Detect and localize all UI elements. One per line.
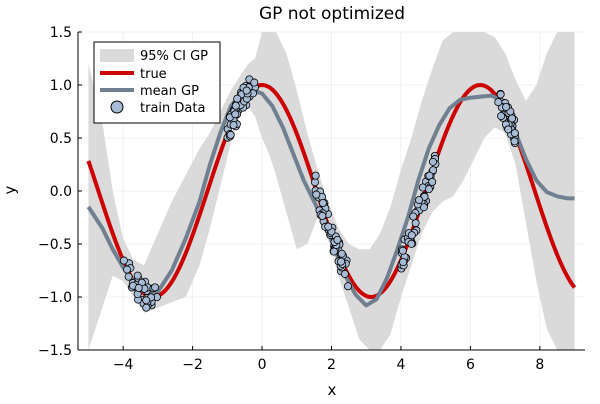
train-data-point xyxy=(231,101,240,110)
x-tick-label: 0 xyxy=(258,357,267,373)
train-data-point xyxy=(329,247,338,256)
train-data-point xyxy=(124,272,133,281)
train-data-point xyxy=(337,249,346,258)
axes: −4 −2 0 2 4 6 8 −1.5 −1.0 −0.5 0.0 0.5 1.0 1.5 xyxy=(38,25,585,373)
y-tick-label: 0.0 xyxy=(50,184,72,200)
legend-swatch-ci xyxy=(100,49,134,62)
legend-label-ci: 95% CI GP xyxy=(140,49,208,64)
x-tick-label: 4 xyxy=(396,357,405,373)
y-axis-label: y xyxy=(1,185,19,194)
train-data-point xyxy=(510,137,519,146)
train-data-point xyxy=(502,102,511,111)
y-tick-label: −1.5 xyxy=(38,343,72,359)
train-data-point xyxy=(508,114,517,123)
train-data-point xyxy=(226,130,235,139)
legend-label-train: train Data xyxy=(140,101,205,116)
train-data-point xyxy=(399,258,408,267)
train-data-point xyxy=(318,211,327,220)
y-tick-label: 1.0 xyxy=(50,78,72,94)
x-tick-label: −4 xyxy=(113,357,134,373)
train-data-point xyxy=(123,265,132,274)
x-tick-label: −2 xyxy=(182,357,203,373)
train-data-point xyxy=(229,121,238,130)
chart-title: GP not optimized xyxy=(259,4,405,24)
train-data-point xyxy=(411,219,420,228)
train-data-point xyxy=(142,303,151,312)
y-tick-label: 0.5 xyxy=(50,131,72,147)
train-data-point xyxy=(233,94,242,103)
train-data-point xyxy=(324,222,333,231)
train-data-point xyxy=(407,239,416,248)
train-data-point xyxy=(424,185,433,194)
train-data-point xyxy=(340,269,349,278)
train-data-point xyxy=(428,177,437,186)
train-data-points xyxy=(119,75,519,312)
legend-label-mean: mean GP xyxy=(140,84,199,99)
train-data-point xyxy=(344,282,353,291)
x-tick-label: 2 xyxy=(327,357,336,373)
x-axis-label: x xyxy=(328,381,337,399)
train-data-point xyxy=(415,195,424,204)
train-data-point xyxy=(119,256,128,265)
train-data-point xyxy=(250,78,259,87)
train-data-point xyxy=(398,246,407,255)
train-data-point xyxy=(494,98,503,107)
train-data-point xyxy=(337,257,346,266)
train-data-point xyxy=(407,231,416,240)
y-tick-label: −0.5 xyxy=(38,237,72,253)
train-data-point xyxy=(142,296,151,305)
legend-swatch-train xyxy=(110,100,124,114)
y-tick-label: 1.5 xyxy=(50,25,72,41)
train-data-point xyxy=(231,110,240,119)
legend-label-true: true xyxy=(140,67,167,82)
x-tick-label: 8 xyxy=(535,357,544,373)
x-tick-label: 6 xyxy=(466,357,475,373)
train-data-point xyxy=(510,129,519,138)
train-data-point xyxy=(151,283,160,292)
train-data-point xyxy=(312,190,321,199)
train-data-point xyxy=(497,112,506,121)
train-data-point xyxy=(333,235,342,244)
train-data-point xyxy=(428,157,437,166)
train-data-point xyxy=(311,171,320,180)
y-tick-label: −1.0 xyxy=(38,290,72,306)
train-data-point xyxy=(504,125,513,134)
train-data-point xyxy=(409,212,418,221)
train-data-point xyxy=(133,271,142,280)
train-data-point xyxy=(134,283,143,292)
train-data-point xyxy=(429,166,438,175)
legend: 95% CI GP true mean GP train Data xyxy=(93,41,221,124)
train-data-point xyxy=(318,198,327,207)
train-data-point xyxy=(242,86,251,95)
train-data-point xyxy=(496,90,505,99)
train-data-point xyxy=(311,178,320,187)
